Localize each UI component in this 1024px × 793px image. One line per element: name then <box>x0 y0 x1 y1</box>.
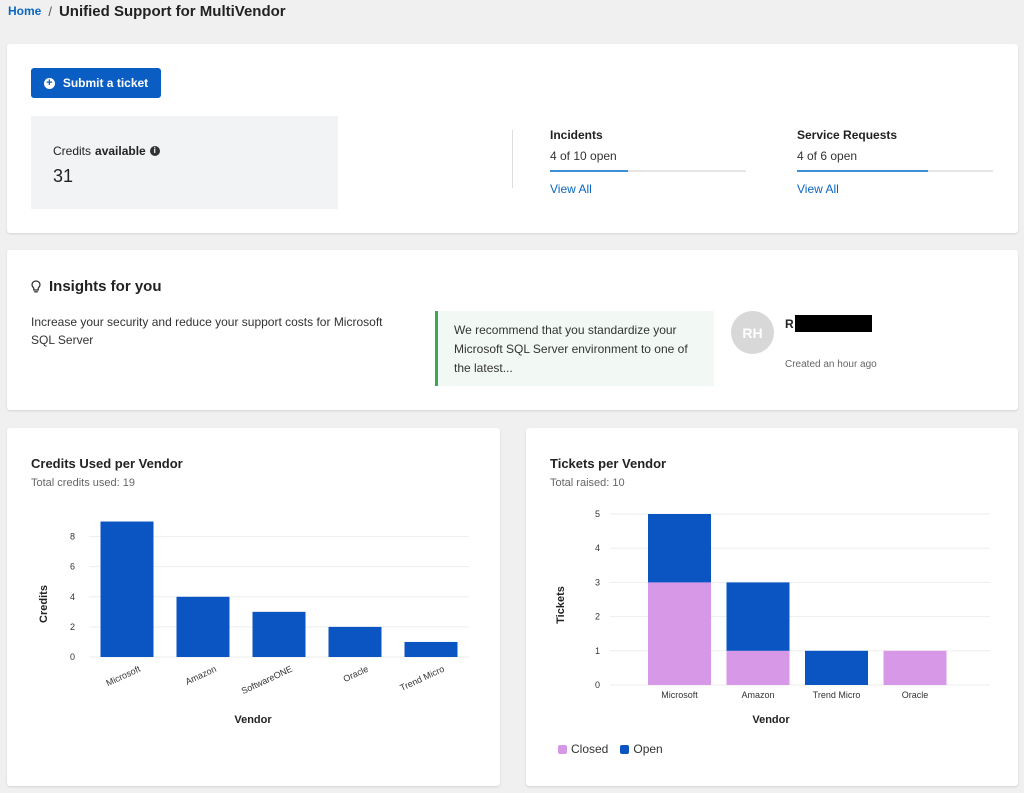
y-tick-label: 1 <box>595 646 600 656</box>
submit-ticket-button[interactable]: + Submit a ticket <box>31 68 161 98</box>
y-tick-label: 8 <box>70 532 75 542</box>
credits-label: Credits available i <box>53 144 160 158</box>
service-requests-progress-bar <box>797 170 993 172</box>
y-tick-label: 0 <box>70 652 75 662</box>
y-tick-label: 5 <box>595 509 600 519</box>
breadcrumb-separator: / <box>48 3 52 19</box>
y-axis-label: Tickets <box>555 586 567 624</box>
service-requests-view-all-link[interactable]: View All <box>797 182 839 196</box>
user-initial: R <box>785 316 794 331</box>
x-tick-label: SoftwareONE <box>240 664 294 696</box>
credits-panel: Credits available i 31 <box>31 116 338 209</box>
bar-segment-open <box>805 650 868 685</box>
y-tick-label: 2 <box>70 622 75 632</box>
tickets-legend: Closed Open <box>558 742 663 756</box>
bar-segment-open <box>648 514 711 583</box>
bar <box>404 641 458 657</box>
bar-segment-closed <box>648 582 711 685</box>
y-tick-label: 4 <box>595 543 600 553</box>
x-axis-label: Vendor <box>752 714 790 726</box>
incidents-stat: Incidents 4 of 10 open View All <box>550 128 750 198</box>
lightbulb-icon <box>31 279 41 292</box>
bar <box>176 596 230 657</box>
divider <box>512 130 513 188</box>
credits-chart-card: Credits Used per Vendor Total credits us… <box>7 428 500 786</box>
redacted-name <box>794 315 872 332</box>
incidents-view-all-link[interactable]: View All <box>550 182 592 196</box>
recommendation-box[interactable]: We recommend that you standardize your M… <box>435 311 714 386</box>
page-title: Unified Support for MultiVendor <box>58 2 286 20</box>
credits-bar-chart: 0 2 4 6 8 Microsoft Amazon SoftwareONE Oracle Tre… <box>38 521 469 726</box>
x-tick-label: Trend Micro <box>398 664 445 693</box>
y-tick-label: 2 <box>595 612 600 622</box>
y-tick-label: 6 <box>70 562 75 572</box>
legend-label: Closed <box>571 742 609 756</box>
x-tick-label: Amazon <box>184 664 218 687</box>
bar <box>100 521 154 657</box>
credits-value: 31 <box>53 166 74 186</box>
credits-label-text: Credits <box>53 144 92 158</box>
created-timestamp: Created an hour ago <box>785 359 877 370</box>
bar <box>252 611 306 657</box>
legend-item-open[interactable]: Open <box>620 742 663 756</box>
x-tick-label: Trend Micro <box>813 690 861 700</box>
legend-swatch <box>558 744 567 754</box>
y-tick-label: 4 <box>70 592 75 602</box>
service-requests-progress-fill <box>797 170 929 172</box>
tickets-chart-card: Tickets per Vendor Total raised: 10 0 1 2 3… <box>526 428 1018 786</box>
x-axis-label: Vendor <box>234 714 272 726</box>
insights-title: Insights for you <box>49 278 162 295</box>
submit-ticket-label: Submit a ticket <box>62 76 149 90</box>
summary-card: + Submit a ticket Credits available i 31… <box>7 44 1018 233</box>
service-requests-title: Service Requests <box>797 128 898 142</box>
insights-heading: Insights for you <box>31 278 162 295</box>
service-requests-stat: Service Requests 4 of 6 open View All <box>797 128 997 198</box>
bar-segment-closed <box>726 650 790 685</box>
x-tick-label: Microsoft <box>661 690 698 700</box>
bar <box>328 626 382 657</box>
y-tick-label: 0 <box>595 680 600 690</box>
y-axis-label: Credits <box>38 585 50 623</box>
incidents-progress-bar <box>550 170 746 172</box>
tickets-chart-title: Tickets per Vendor <box>550 456 667 471</box>
incidents-title: Incidents <box>550 128 603 142</box>
legend-swatch <box>620 744 630 754</box>
info-icon[interactable]: i <box>149 146 160 156</box>
credits-label-bold: available <box>95 144 146 158</box>
bar-segment-closed <box>883 650 947 685</box>
tickets-stacked-bar-chart: 0 1 2 3 4 5 Microsoft Amazon Trend Micro Oracle Ti… <box>555 509 990 726</box>
avatar: RH <box>731 311 774 354</box>
breadcrumb: Home / Unified Support for MultiVendor <box>8 2 286 20</box>
credits-chart-subtitle: Total credits used: 19 <box>31 477 135 489</box>
breadcrumb-home-link[interactable]: Home <box>8 4 42 18</box>
x-tick-label: Microsoft <box>105 664 143 689</box>
insights-card: Insights for you Increase your security … <box>7 250 1018 410</box>
y-tick-label: 3 <box>595 577 600 587</box>
x-tick-label: Oracle <box>342 664 370 684</box>
bar-segment-open <box>726 582 790 651</box>
incidents-status: 4 of 10 open <box>550 149 617 163</box>
x-tick-label: Oracle <box>902 690 929 700</box>
incidents-progress-fill <box>550 170 629 172</box>
credits-chart-title: Credits Used per Vendor <box>31 456 183 471</box>
plus-circle-icon: + <box>43 77 55 89</box>
legend-label: Open <box>633 742 663 756</box>
x-tick-label: Amazon <box>741 690 774 700</box>
service-requests-status: 4 of 6 open <box>797 149 858 163</box>
legend-item-closed[interactable]: Closed <box>558 742 608 756</box>
user-name: R <box>785 315 872 332</box>
tickets-chart-subtitle: Total raised: 10 <box>550 477 625 489</box>
insight-description: Increase your security and reduce your s… <box>31 315 383 347</box>
